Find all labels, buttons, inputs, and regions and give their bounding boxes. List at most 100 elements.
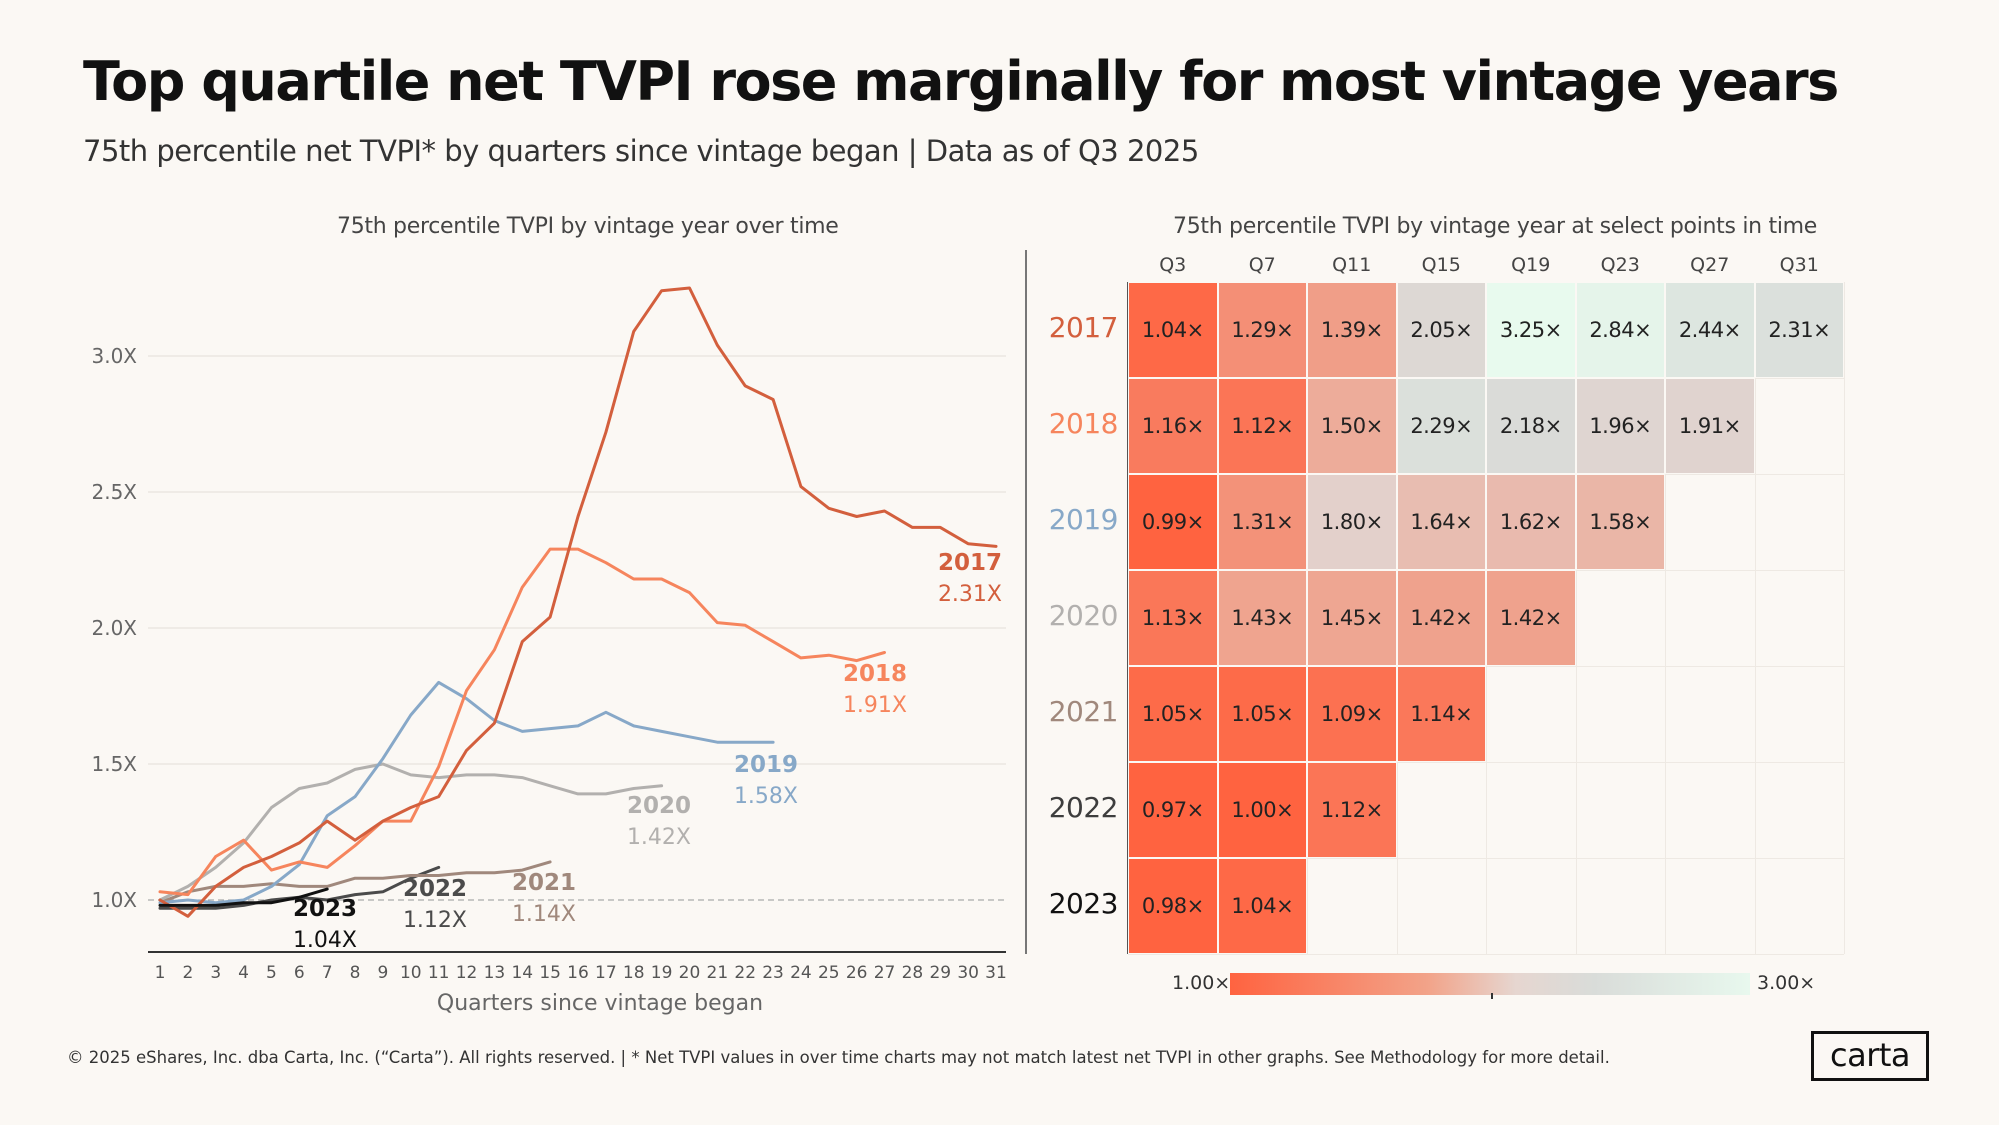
series-line-2019 — [158, 680, 775, 905]
row-header-2019: 2019 — [1048, 503, 1119, 536]
series-name-label-2023: 2023 — [293, 896, 357, 922]
x-tick-label: 11 — [428, 963, 450, 983]
column-header: Q15 — [1421, 254, 1461, 276]
x-tick-label: 1 — [155, 963, 166, 983]
panel-divider — [1025, 250, 1027, 954]
series-end-value-2018: 1.91X — [843, 693, 907, 718]
x-tick-label: 31 — [985, 963, 1007, 983]
heatmap-cell: 1.50× — [1307, 378, 1397, 474]
series-line-2021 — [158, 860, 552, 905]
heatmap-cell: 0.99× — [1128, 474, 1218, 570]
y-tick-label: 2.0X — [91, 616, 137, 640]
row-header-2021: 2021 — [1048, 695, 1119, 728]
heatmap-cell: 1.12× — [1307, 762, 1397, 858]
series-name-label-2021: 2021 — [512, 870, 576, 896]
heatmap-cell: 2.18× — [1486, 378, 1576, 474]
heatmap-cell: 1.42× — [1396, 570, 1486, 666]
heatmap-cell: 1.96× — [1575, 378, 1665, 474]
color-scale-bar — [1230, 973, 1750, 995]
heatmap-cell: 1.09× — [1307, 666, 1397, 762]
x-tick-label: 12 — [456, 963, 478, 983]
heatmap-cell: 1.31× — [1217, 474, 1307, 570]
x-tick-label: 5 — [266, 963, 277, 983]
series-end-value-2017: 2.31X — [938, 582, 1002, 607]
y-tick-label: 2.5X — [91, 480, 137, 504]
grid-line — [1665, 282, 1666, 954]
y-tick-label: 1.5X — [91, 752, 137, 776]
heatmap-cell: 2.31× — [1754, 282, 1844, 378]
y-tick-label: 3.0X — [91, 344, 137, 368]
heatmap-cell: 1.39× — [1307, 282, 1397, 378]
grid-line — [1128, 858, 1844, 859]
heatmap-cell: 3.25× — [1486, 282, 1576, 378]
series-line-2018 — [158, 547, 886, 897]
heatmap-title: 75th percentile TVPI by vintage year at … — [1173, 214, 1818, 239]
heatmap-cell: 1.91× — [1665, 378, 1755, 474]
x-tick-label: 23 — [762, 963, 784, 983]
x-tick-label: 28 — [902, 963, 924, 983]
x-tick-label: 16 — [567, 963, 589, 983]
x-tick-label: 14 — [511, 963, 533, 983]
page-title: Top quartile net TVPI rose marginally fo… — [83, 50, 1839, 113]
series-name-label-2022: 2022 — [403, 876, 467, 902]
grid-line — [1844, 282, 1845, 954]
x-tick-label: 22 — [734, 963, 756, 983]
column-header: Q31 — [1779, 254, 1819, 276]
column-header: Q19 — [1511, 254, 1551, 276]
grid-line — [1575, 282, 1577, 954]
heatmap-cell: 2.05× — [1396, 282, 1486, 378]
x-tick-label: 30 — [957, 963, 979, 983]
heatmap-cell: 1.05× — [1217, 666, 1307, 762]
series-name-label-2017: 2017 — [938, 550, 1002, 576]
heatmap-cell: 1.13× — [1128, 570, 1218, 666]
heatmap-cell: 1.42× — [1486, 570, 1576, 666]
heatmap-cell: 1.04× — [1128, 282, 1218, 378]
x-tick-label: 2 — [182, 963, 193, 983]
line-chart-title: 75th percentile TVPI by vintage year ove… — [337, 214, 839, 239]
row-header-2023: 2023 — [1048, 887, 1119, 920]
x-tick-label: 26 — [846, 963, 868, 983]
y-tick-label: 1.0X — [91, 888, 137, 912]
x-tick-label: 7 — [322, 963, 333, 983]
heatmap-cell: 1.04× — [1217, 858, 1307, 954]
carta-logo: carta — [1811, 1031, 1929, 1081]
column-header: Q23 — [1600, 254, 1640, 276]
page-subtitle: 75th percentile net TVPI* by quarters si… — [83, 134, 1199, 168]
column-header: Q11 — [1332, 254, 1372, 276]
series-line-2023 — [158, 887, 329, 907]
heatmap-cell: 1.14× — [1396, 666, 1486, 762]
row-header-2022: 2022 — [1048, 791, 1119, 824]
x-tick-label: 9 — [378, 963, 389, 983]
x-tick-label: 18 — [623, 963, 645, 983]
grid-line — [1128, 666, 1844, 667]
x-axis-label: Quarters since vintage began — [437, 991, 763, 1016]
x-tick-label: 19 — [651, 963, 673, 983]
heatmap-cell: 2.44× — [1665, 282, 1755, 378]
x-tick-label: 29 — [929, 963, 951, 983]
series-end-value-2019: 1.58X — [734, 784, 798, 809]
heatmap-cell: 1.80× — [1307, 474, 1397, 570]
scale-min-label: 1.00× — [1172, 972, 1231, 994]
x-tick-label: 6 — [294, 963, 305, 983]
grid-line — [1128, 762, 1844, 763]
heatmap-cell: 2.84× — [1575, 282, 1665, 378]
x-tick-label: 27 — [874, 963, 896, 983]
x-tick-label: 21 — [707, 963, 729, 983]
heatmap-cell: 1.62× — [1486, 474, 1576, 570]
x-tick-label: 20 — [679, 963, 701, 983]
footer-note: © 2025 eShares, Inc. dba Carta, Inc. (“C… — [67, 1048, 1610, 1067]
x-tick-label: 8 — [350, 963, 361, 983]
heatmap-cell: 1.45× — [1307, 570, 1397, 666]
heatmap-cell: 1.58× — [1575, 474, 1665, 570]
row-header-2017: 2017 — [1048, 311, 1119, 344]
column-header: Q3 — [1159, 254, 1187, 276]
x-tick-label: 24 — [790, 963, 812, 983]
x-tick-label: 3 — [210, 963, 221, 983]
series-line-2017 — [158, 286, 998, 918]
heatmap-cell: 1.64× — [1396, 474, 1486, 570]
series-end-value-2020: 1.42X — [627, 825, 691, 850]
series-end-value-2023: 1.04X — [293, 928, 357, 953]
heatmap-cell: 1.29× — [1217, 282, 1307, 378]
column-header: Q7 — [1248, 254, 1276, 276]
